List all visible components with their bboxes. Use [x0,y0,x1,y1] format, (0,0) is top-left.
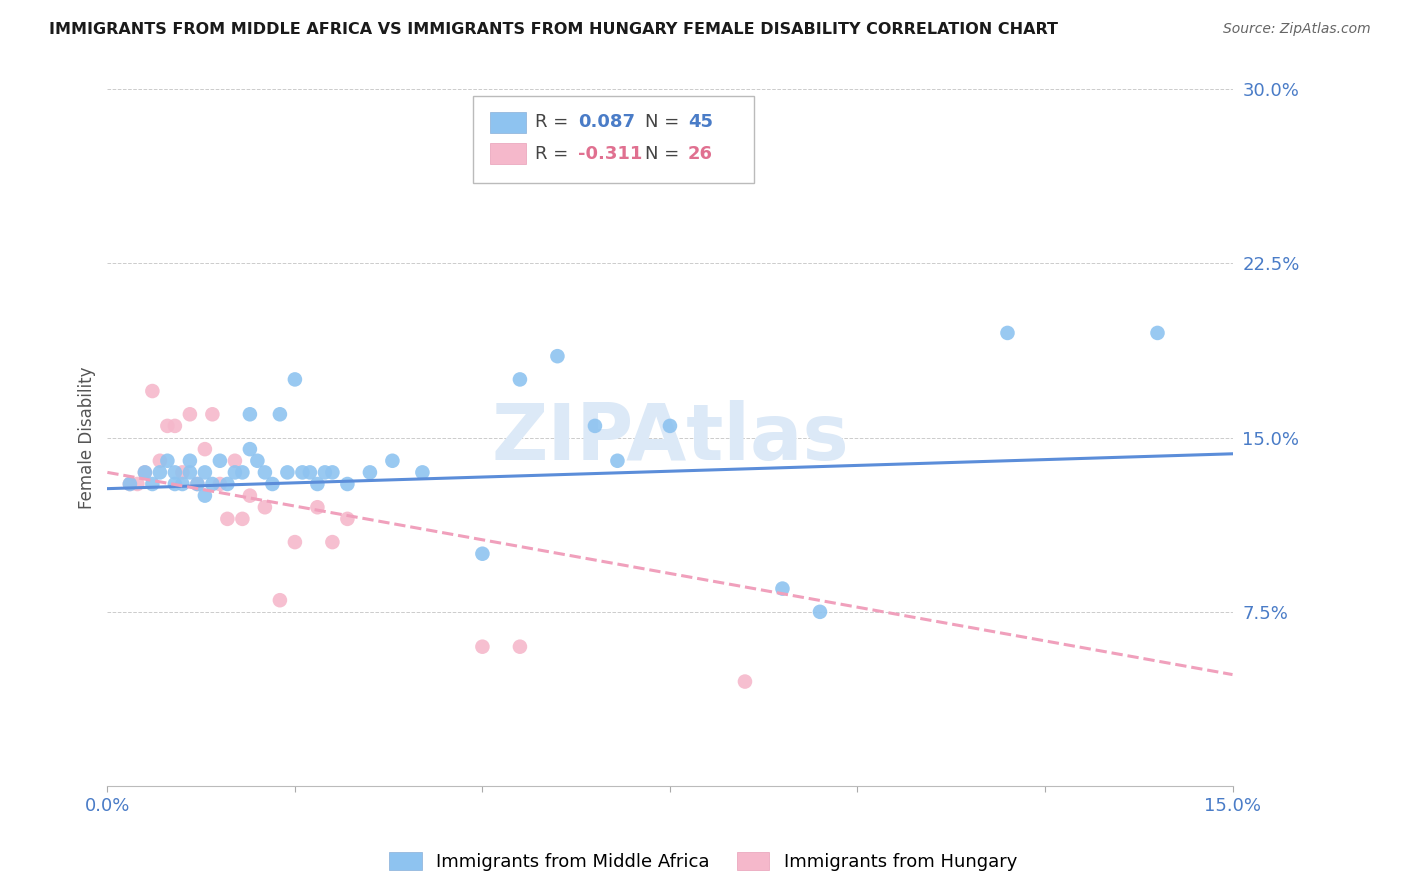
Point [997,326,1019,340]
Point [269,593,291,607]
Point [208,477,231,491]
Point [194,466,217,480]
Point [772,582,794,596]
Point [284,535,307,549]
Legend: Immigrants from Middle Africa, Immigrants from Hungary: Immigrants from Middle Africa, Immigrant… [382,845,1024,879]
Point [217,477,239,491]
Y-axis label: Female Disability: Female Disability [79,367,96,508]
Point [186,477,208,491]
Point [194,489,217,503]
Point [246,454,269,468]
Point [321,466,343,480]
Point [118,477,141,491]
Point [284,372,307,386]
Point [262,477,284,491]
Text: R =: R = [534,113,574,131]
Text: N =: N = [645,113,685,131]
Point [231,466,253,480]
Point [253,466,276,480]
Point [307,477,329,491]
Point [172,466,194,480]
Point [141,384,163,398]
Point [239,407,262,421]
Point [172,477,194,491]
Point [321,535,343,549]
Point [163,418,186,433]
Point [239,489,262,503]
Point [583,418,606,433]
Point [208,454,231,468]
Point [606,454,628,468]
FancyBboxPatch shape [489,112,526,133]
Point [808,605,831,619]
Point [163,466,186,480]
Point [141,477,163,491]
Point [179,407,201,421]
Text: -0.311: -0.311 [578,145,643,162]
Point [509,372,531,386]
Point [336,512,359,526]
Point [253,500,276,515]
Point [307,500,329,515]
Point [224,454,246,468]
Point [163,477,186,491]
Point [179,466,201,480]
Text: 45: 45 [688,113,713,131]
Text: 26: 26 [688,145,713,162]
Point [224,466,246,480]
Point [314,466,336,480]
Text: 0.087: 0.087 [578,113,634,131]
Point [156,454,179,468]
Point [471,640,494,654]
Point [156,418,179,433]
Point [411,466,433,480]
FancyBboxPatch shape [489,144,526,164]
Text: N =: N = [645,145,685,162]
Text: R =: R = [534,145,574,162]
Point [471,547,494,561]
Text: Source: ZipAtlas.com: Source: ZipAtlas.com [1223,22,1371,37]
Point [276,466,298,480]
Point [186,477,208,491]
Point [269,407,291,421]
Point [194,442,217,457]
Point [134,466,156,480]
Point [118,477,141,491]
Point [231,512,253,526]
Point [217,512,239,526]
Point [149,454,172,468]
Text: ZIPAtlas: ZIPAtlas [491,400,849,475]
Point [298,466,321,480]
Point [149,466,172,480]
Text: IMMIGRANTS FROM MIDDLE AFRICA VS IMMIGRANTS FROM HUNGARY FEMALE DISABILITY CORRE: IMMIGRANTS FROM MIDDLE AFRICA VS IMMIGRA… [49,22,1059,37]
Point [336,477,359,491]
Point [179,454,201,468]
FancyBboxPatch shape [472,95,755,183]
Point [509,640,531,654]
Point [291,466,314,480]
Point [359,466,381,480]
Point [127,477,149,491]
Point [201,407,224,421]
Point [1146,326,1168,340]
Point [734,674,756,689]
Point [134,466,156,480]
Point [658,418,681,433]
Point [546,349,568,363]
Point [381,454,404,468]
Point [239,442,262,457]
Point [201,477,224,491]
